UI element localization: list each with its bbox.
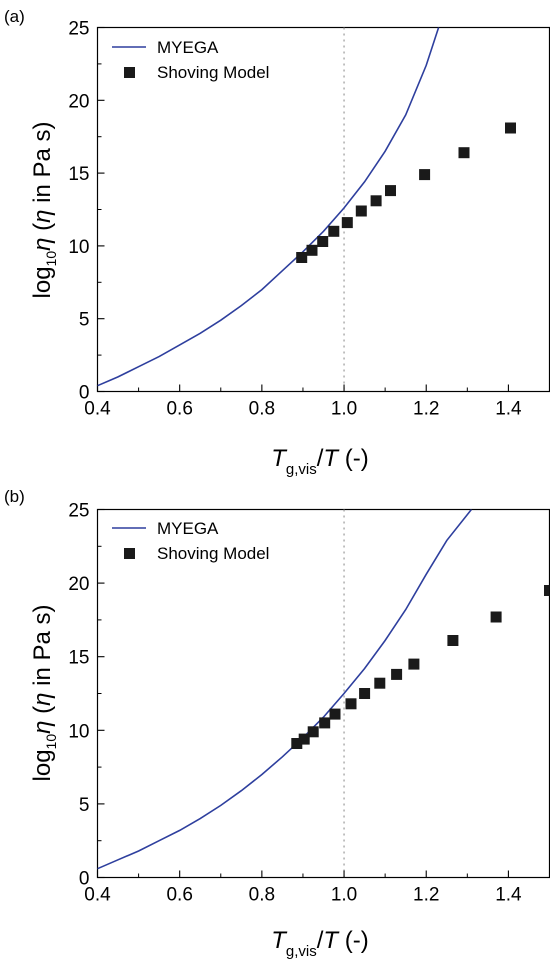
y-tick-label: 5 xyxy=(79,310,90,331)
data-point xyxy=(544,585,550,596)
y-tick-label: 0 xyxy=(79,869,90,890)
data-point xyxy=(355,205,367,217)
series-points-shoving xyxy=(291,585,550,749)
panel-label-b: (b) xyxy=(4,487,25,506)
data-point xyxy=(345,698,357,710)
chart-panel-b: (b) 0.4 0.6 0.8 1.0 1.2 1.4 0 5 10 15 20 25 MYEGA S… xyxy=(4,487,550,960)
y-tick-label: 10 xyxy=(68,237,89,258)
legend-label-myega-a: MYEGA xyxy=(157,38,219,57)
x-tick-label: 1.0 xyxy=(331,885,357,906)
x-tick-label: 0.8 xyxy=(249,885,275,906)
y-tick-label: 25 xyxy=(68,501,89,522)
data-point xyxy=(391,668,403,680)
x-tick-label: 0.6 xyxy=(166,885,192,906)
legend-label-shoving-a: Shoving Model xyxy=(157,63,269,82)
data-point xyxy=(328,225,340,237)
y-tick-label: 0 xyxy=(79,383,90,404)
data-point xyxy=(447,635,459,646)
chart-marks-a: 0.4 0.6 0.8 1.0 1.2 1.4 0 5 10 15 20 25 xyxy=(68,19,522,420)
data-point xyxy=(374,677,386,689)
data-point xyxy=(341,217,353,229)
series-points-shoving xyxy=(296,122,516,263)
chart-marks-b: 0.4 0.6 0.8 1.0 1.2 1.4 0 5 10 15 20 25 xyxy=(68,501,550,906)
data-point xyxy=(490,611,502,623)
x-axis-title-a: Tg,vis/T (-) xyxy=(271,445,369,478)
x-tick-label: 1.2 xyxy=(413,399,439,420)
legend-marker-shoving-b xyxy=(124,548,135,559)
data-point xyxy=(306,244,318,256)
y-tick-label: 25 xyxy=(68,19,89,40)
x-tick-label: 0.4 xyxy=(84,885,111,906)
y-tick-label: 5 xyxy=(79,795,90,816)
data-point xyxy=(458,147,470,159)
chart-panel-a: (a) 0.4 0.6 0.8 1.0 1.2 1.4 0 5 10 15 20 25 MYEGA S… xyxy=(4,7,550,478)
y-tick-label: 15 xyxy=(68,164,89,185)
data-point xyxy=(370,195,382,207)
data-point xyxy=(359,688,371,699)
panel-label-a: (a) xyxy=(4,7,25,26)
x-tick-label: 0.4 xyxy=(84,399,111,420)
data-point xyxy=(307,726,319,738)
series-line-myega xyxy=(97,27,440,387)
data-point xyxy=(317,236,329,247)
data-point xyxy=(419,169,431,181)
legend-b: MYEGA Shoving Model xyxy=(112,519,269,563)
x-axis-title-b: Tg,vis/T (-) xyxy=(271,927,369,960)
series-line-myega xyxy=(97,509,473,870)
y-tick-label: 20 xyxy=(68,574,89,595)
x-tick-label: 0.8 xyxy=(249,399,275,420)
x-tick-label: 1.4 xyxy=(495,885,522,906)
data-point xyxy=(291,738,303,749)
data-point xyxy=(408,658,420,670)
data-point xyxy=(505,122,516,134)
data-point xyxy=(329,708,341,720)
legend-label-myega-b: MYEGA xyxy=(157,519,219,538)
y-tick-label: 15 xyxy=(68,648,89,669)
legend-a: MYEGA Shoving Model xyxy=(112,38,269,82)
y-tick-label: 20 xyxy=(68,91,89,112)
legend-marker-shoving-a xyxy=(124,67,135,78)
x-tick-label: 1.2 xyxy=(413,885,439,906)
y-tick-label: 10 xyxy=(68,721,89,742)
legend-label-shoving-b: Shoving Model xyxy=(157,544,269,563)
plot-frame-b xyxy=(96,508,550,879)
x-tick-label: 0.6 xyxy=(166,399,192,420)
data-point xyxy=(298,733,310,745)
x-tick-label: 1.0 xyxy=(331,399,357,420)
y-axis-title-a: log10η (η in Pa s) xyxy=(29,122,59,299)
plot-frame-a xyxy=(96,26,550,393)
x-tick-label: 1.4 xyxy=(495,399,522,420)
data-point xyxy=(296,252,308,263)
data-point xyxy=(319,717,331,729)
data-point xyxy=(385,185,396,197)
y-axis-title-b: log10η (η in Pa s) xyxy=(29,605,59,782)
